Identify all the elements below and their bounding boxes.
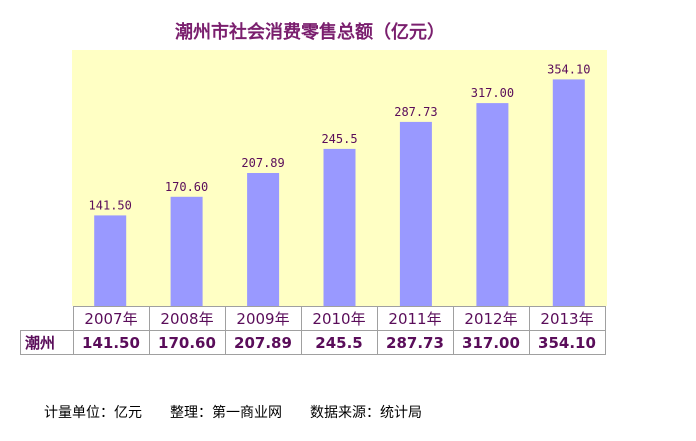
data-table: 2007年 2008年 2009年 2010年 2011年 2012年 2013… [20,306,606,355]
data-label: 245.5 [321,132,357,146]
year-cell: 2007年 [72,306,150,331]
data-label: 317.00 [471,86,514,100]
value-cell: 287.73 [376,330,454,355]
data-label: 141.50 [89,198,132,212]
year-cell: 2011年 [376,306,454,331]
bar [552,79,585,306]
bar [323,148,356,306]
value-cell: 245.5 [300,330,378,355]
year-cell: 2012年 [452,306,530,331]
value-cell: 170.60 [148,330,226,355]
data-label: 287.73 [394,105,437,119]
bar [94,215,127,306]
bar-chart: 141.50 170.60 207.89 245.5 287.73 317.00 354.1… [89,62,590,306]
year-cell: 2013年 [528,306,606,331]
bar [399,121,432,306]
value-cell: 354.10 [528,330,606,355]
data-label: 170.60 [165,180,208,194]
bar [247,173,280,306]
value-cell: 141.50 [72,330,150,355]
data-label: 207.89 [241,156,284,170]
year-row: 2007年 2008年 2009年 2010年 2011年 2012年 2013… [20,306,606,331]
series-label: 潮州 [20,330,74,355]
unit-note: 计量单位：亿元 [44,405,142,421]
value-cell: 317.00 [452,330,530,355]
source-note: 数据来源：统计局 [310,405,422,421]
year-cell: 2010年 [300,306,378,331]
editor-note: 整理：第一商业网 [170,405,282,421]
corner-cell [20,306,74,331]
bar [170,196,203,306]
year-cell: 2008年 [148,306,226,331]
value-row: 潮州 141.50 170.60 207.89 245.5 287.73 317… [20,330,606,355]
data-label: 354.10 [547,62,590,76]
year-cell: 2009年 [224,306,302,331]
bar [476,103,509,306]
chart-title: 潮州市社会消费零售总额（亿元） [175,22,445,43]
footer: 计量单位：亿元 整理：第一商业网 数据来源：统计局 [44,402,422,422]
value-cell: 207.89 [224,330,302,355]
